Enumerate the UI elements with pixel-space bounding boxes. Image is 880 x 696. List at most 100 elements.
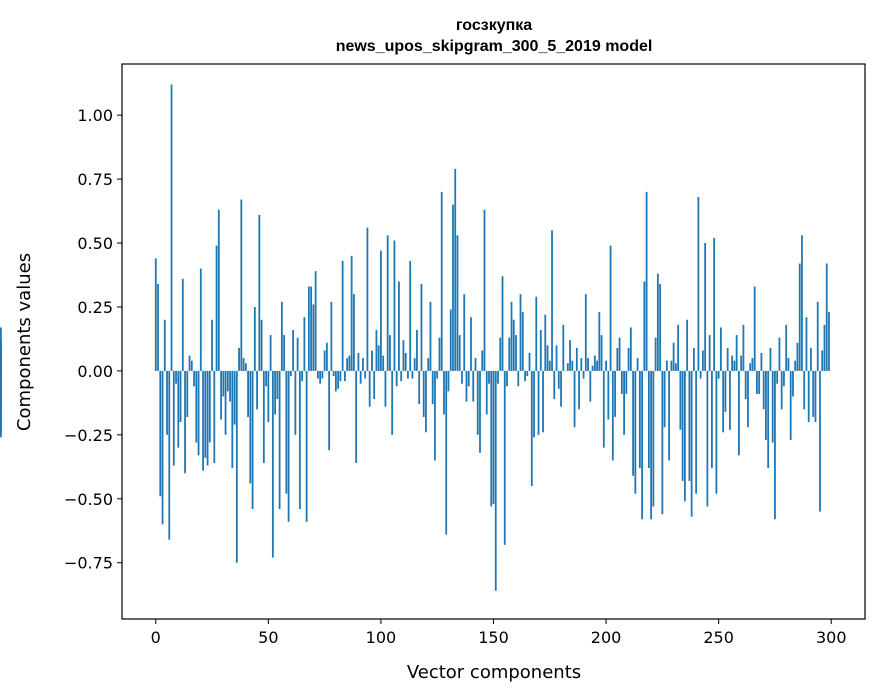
bar-165: [526, 370, 529, 377]
bar-283: [792, 370, 794, 397]
bar-0: [154, 258, 157, 371]
bar-57: [283, 335, 286, 371]
bar-203: [611, 370, 614, 461]
bar-173: [544, 314, 547, 371]
bar-67: [305, 370, 308, 522]
bar-151: [494, 370, 497, 591]
bar-61: [292, 329, 295, 371]
bar-39: [242, 358, 245, 371]
bar-64: [298, 370, 301, 510]
bar-209: [625, 370, 628, 394]
bar-286: [798, 263, 801, 371]
bar-26: [213, 370, 216, 463]
bar-141: [472, 370, 475, 402]
y-tick-label: −0.75: [64, 554, 113, 573]
bar-237: [688, 370, 691, 481]
bar-47: [260, 319, 263, 371]
bar-93: [364, 370, 367, 379]
bar-113: [409, 260, 412, 371]
bar-176: [551, 230, 553, 371]
bar-146: [483, 209, 486, 371]
bar-254: [726, 347, 729, 371]
bar-202: [609, 245, 612, 371]
bar-14: [186, 370, 189, 417]
bar-223: [656, 273, 659, 371]
bar-21: [202, 370, 204, 471]
bar-2: [159, 370, 162, 497]
bar-287: [801, 235, 803, 371]
bar-225: [661, 370, 664, 515]
bar-124: [434, 370, 436, 461]
bar-27: [215, 245, 218, 371]
bar-35: [233, 370, 236, 425]
bar-298: [825, 263, 828, 371]
bar-84: [344, 370, 346, 382]
bar-271: [765, 370, 767, 440]
bar-127: [440, 191, 443, 371]
bar-195: [593, 355, 596, 371]
bar-31: [224, 370, 227, 435]
bar-115: [413, 358, 416, 371]
bar-190: [582, 370, 585, 379]
bar-44: [253, 306, 256, 371]
bar-247: [711, 370, 713, 469]
bar-126: [438, 337, 441, 371]
bar-105: [391, 370, 394, 435]
bar-251: [720, 327, 722, 371]
bar-89: [355, 370, 358, 463]
bar-229: [670, 360, 673, 371]
bar-54: [276, 370, 279, 400]
bar-87: [350, 255, 353, 371]
bar-46: [258, 214, 261, 371]
bar-76: [325, 342, 328, 371]
bar-169: [535, 296, 538, 371]
bar-299: [828, 312, 830, 371]
bar-290: [807, 370, 810, 423]
bar-246: [708, 335, 711, 371]
bar-297: [823, 324, 826, 371]
bar-261: [742, 324, 745, 371]
bar-74: [321, 370, 324, 379]
y-tick-label: 0.75: [77, 170, 113, 189]
bar-121: [427, 358, 430, 371]
bar-177: [553, 370, 556, 400]
bar-120: [425, 370, 427, 433]
bar-97: [373, 370, 376, 400]
bar-208: [623, 370, 625, 435]
bar-187: [575, 347, 578, 371]
bar-80: [334, 370, 337, 392]
bar-11: [179, 370, 182, 423]
bar-164: [524, 370, 526, 382]
bar-263: [747, 370, 749, 428]
bar-280: [785, 324, 788, 371]
bar-25: [211, 319, 213, 371]
bar-162: [519, 294, 522, 371]
bar-266: [753, 286, 756, 371]
bar-296: [821, 350, 824, 371]
bar-154: [501, 276, 504, 371]
bar-234: [681, 370, 684, 481]
bar-233: [679, 370, 682, 430]
bar-147: [485, 370, 488, 415]
bar-15: [188, 355, 191, 371]
bar-111: [404, 353, 407, 371]
bar-215: [638, 370, 641, 469]
bar-168: [533, 370, 535, 438]
bar-184: [569, 340, 571, 371]
bar-37: [238, 347, 240, 371]
bar-34: [231, 370, 234, 469]
bar-140: [470, 317, 472, 371]
bar-260: [740, 355, 743, 371]
x-tick-label: 150: [478, 628, 509, 647]
bar-43: [251, 370, 254, 510]
bar-20: [199, 268, 202, 371]
bar-56: [280, 301, 283, 371]
bar-152: [497, 370, 499, 384]
bar-239: [692, 347, 695, 371]
bar-82: [339, 370, 342, 382]
bar-125: [436, 370, 439, 379]
bar-281: [787, 358, 790, 371]
bar-276: [776, 370, 779, 384]
y-tick-label: 1.00: [77, 106, 113, 125]
